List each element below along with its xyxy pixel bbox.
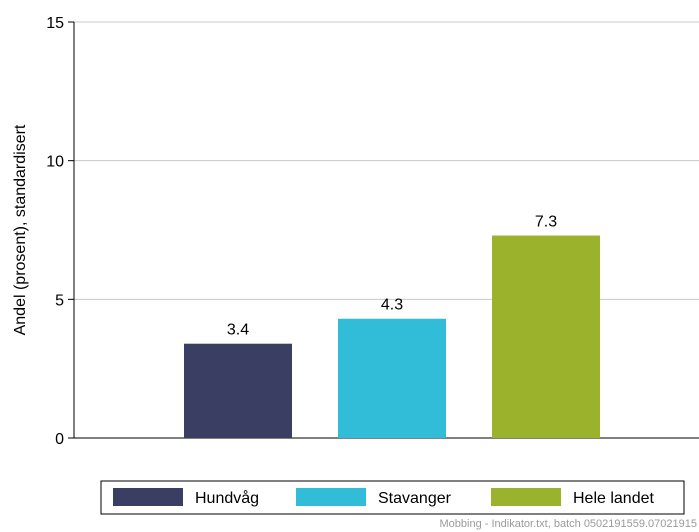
y-tick-label: 5: [55, 292, 64, 309]
legend-box: [100, 480, 685, 515]
y-ticks: 0 5 10 15: [46, 15, 74, 448]
legend-swatch: [491, 488, 561, 506]
y-tick-label: 0: [55, 431, 64, 448]
legend-swatch: [113, 488, 183, 506]
bars: [184, 235, 600, 438]
legend: Hundvåg Stavanger Hele landet: [100, 480, 685, 515]
bar: [492, 235, 600, 438]
bar: [338, 318, 446, 438]
y-tick-label: 10: [46, 154, 64, 171]
y-tick-label: 15: [46, 15, 64, 32]
legend-label: Hundvåg: [195, 489, 259, 507]
bar: [184, 343, 292, 438]
bar-value-label: 4.3: [381, 297, 403, 314]
gridlines: [74, 21, 699, 300]
bar-value-label: 7.3: [535, 214, 557, 231]
bar-labels: 3.4 4.3 7.3: [227, 214, 557, 339]
legend-label: Stavanger: [378, 490, 452, 507]
footer-text: Mobbing - Indikator.txt, batch 050219155…: [440, 518, 697, 530]
legend-swatch: [296, 488, 366, 506]
y-axis-label: Andel (prosent), standardisert: [12, 124, 29, 335]
legend-label: Hele landet: [573, 490, 655, 507]
bar-value-label: 3.4: [227, 322, 249, 339]
